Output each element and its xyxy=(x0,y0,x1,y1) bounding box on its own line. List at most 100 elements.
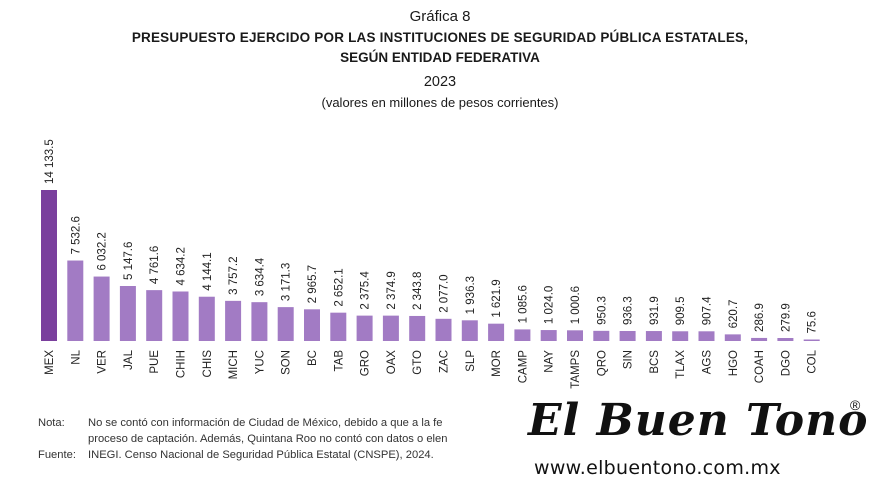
bar-hgo xyxy=(724,334,741,341)
bar-tamps xyxy=(567,330,583,341)
category-label-jal: JAL xyxy=(123,349,135,369)
value-label-dgo: 279.9 xyxy=(780,303,792,332)
category-label-nay: NAY xyxy=(544,350,556,373)
note-text-line1: No se contó con información de Ciudad de… xyxy=(88,417,443,429)
value-label-ver: 6 032.2 xyxy=(97,232,109,270)
value-label-mex: 14 133.5 xyxy=(44,139,56,184)
chart-title-line2: SEGÚN ENTIDAD FEDERATIVA xyxy=(340,50,540,65)
bar-chih xyxy=(172,291,189,341)
footer-note-line2: proceso de captación. Además, Quintana R… xyxy=(88,433,448,445)
bar-chis xyxy=(198,296,215,341)
category-label-nl: NL xyxy=(70,349,82,364)
bar-jal xyxy=(119,286,136,341)
category-label-hgo: HGO xyxy=(728,350,740,376)
chart-year: 2023 xyxy=(423,74,457,90)
bar-gto xyxy=(409,315,426,341)
category-label-camp: CAMP xyxy=(517,350,529,384)
value-label-camp: 1 085.6 xyxy=(517,285,529,323)
category-label-pue: PUE xyxy=(149,350,161,374)
footer-source: Fuente: INEGI. Censo Nacional de Segurida… xyxy=(38,449,434,461)
bar-nay xyxy=(540,330,557,341)
bar-zac xyxy=(435,318,452,341)
value-label-tab: 2 652.1 xyxy=(333,268,345,306)
value-label-chis: 4 144.1 xyxy=(202,252,214,290)
watermark: El Buen Tono ® www.elbuentono.com.mx xyxy=(520,395,870,485)
value-label-slp: 1 936.3 xyxy=(465,276,477,314)
bar-qro xyxy=(593,330,610,341)
category-label-yuc: YUC xyxy=(254,350,266,374)
value-label-mich: 3 757.2 xyxy=(228,256,240,294)
value-label-tlax: 909.5 xyxy=(675,297,687,326)
category-label-coah: COAH xyxy=(754,350,766,383)
category-label-tlax: TLAX xyxy=(675,350,687,379)
value-label-nay: 1 024.0 xyxy=(544,286,556,324)
bar-yuc xyxy=(251,302,268,341)
category-label-bc: BC xyxy=(307,350,319,366)
bar-ags xyxy=(698,331,715,341)
value-label-zac: 2 077.0 xyxy=(439,274,451,312)
category-label-col: COL xyxy=(807,349,819,373)
value-label-coah: 286.9 xyxy=(754,303,766,332)
category-label-tab: TAB xyxy=(333,350,345,372)
category-label-sin: SIN xyxy=(623,350,635,369)
category-labels-group: MEX NL VER JAL PUE CHIH CHIS MICH YUC SON BC TAB GRO… xyxy=(44,349,819,388)
category-label-chih: CHIH xyxy=(176,350,188,378)
bar-mich xyxy=(225,300,242,341)
watermark-url: www.elbuentono.com.mx xyxy=(534,457,781,479)
bar-coah xyxy=(751,337,768,341)
value-label-ags: 907.4 xyxy=(702,296,714,325)
category-label-mich: MICH xyxy=(228,350,240,379)
bar-son xyxy=(277,307,294,341)
value-label-pue: 4 761.6 xyxy=(149,246,161,284)
bar-dgo xyxy=(777,338,794,341)
source-label: Fuente: xyxy=(38,449,76,461)
value-label-yuc: 3 634.4 xyxy=(254,257,266,296)
bar-camp xyxy=(514,329,531,341)
value-label-qro: 950.3 xyxy=(596,296,608,325)
chart-subtitle: (valores en millones de pesos corrientes… xyxy=(321,95,559,110)
value-label-jal: 5 147.6 xyxy=(123,242,135,280)
value-label-mor: 1 621.9 xyxy=(491,279,503,317)
chart-label: Gráfica 8 xyxy=(409,8,471,25)
value-label-gro: 2 375.4 xyxy=(360,271,372,310)
bar-oax xyxy=(382,315,399,341)
category-label-mex: MEX xyxy=(44,350,56,375)
value-labels-group: 14 133.5 7 532.6 6 032.2 5 147.6 4 761.6 4 63… xyxy=(44,139,819,333)
category-label-bcs: BCS xyxy=(649,350,661,374)
category-label-slp: SLP xyxy=(465,350,477,372)
bar-tab xyxy=(330,312,347,341)
category-label-mor: MOR xyxy=(491,350,503,377)
category-label-zac: ZAC xyxy=(439,350,451,373)
category-label-qro: QRO xyxy=(596,350,608,376)
note-label: Nota: xyxy=(38,417,65,429)
bar-mex xyxy=(41,190,57,341)
category-label-chis: CHIS xyxy=(202,350,214,378)
watermark-logo: El Buen Tono xyxy=(528,395,869,446)
bar-bcs xyxy=(645,331,662,341)
category-label-ver: VER xyxy=(97,350,109,374)
category-label-ags: AGS xyxy=(702,350,714,375)
category-label-dgo: DGO xyxy=(780,350,792,376)
bar-tlax xyxy=(672,331,689,341)
bar-nl xyxy=(67,260,84,341)
value-label-son: 3 171.3 xyxy=(281,263,293,301)
bars-group xyxy=(41,190,820,341)
value-label-col: 75.6 xyxy=(807,311,819,333)
category-label-gro: GRO xyxy=(360,350,372,376)
value-label-gto: 2 343.8 xyxy=(412,272,424,310)
category-label-oax: OAX xyxy=(386,350,398,375)
value-label-tamps: 1 000.6 xyxy=(570,286,582,324)
value-label-chih: 4 634.2 xyxy=(176,247,188,285)
registered-mark: ® xyxy=(850,397,861,413)
value-label-nl: 7 532.6 xyxy=(70,216,82,254)
bar-mor xyxy=(488,323,505,341)
category-label-tamps: TAMPS xyxy=(570,350,582,389)
bar-slp xyxy=(461,320,478,341)
chart-title: PRESUPUESTO EJERCIDO POR LAS INSTITUCION… xyxy=(131,30,749,45)
value-label-hgo: 620.7 xyxy=(728,300,740,329)
bar-ver xyxy=(93,276,110,341)
bar-chart: 14 133.5 7 532.6 6 032.2 5 147.6 4 761.6 4 63… xyxy=(41,139,820,389)
bar-col xyxy=(803,339,820,341)
source-text: INEGI. Censo Nacional de Seguridad Públi… xyxy=(88,449,434,461)
bar-bc xyxy=(304,309,320,341)
